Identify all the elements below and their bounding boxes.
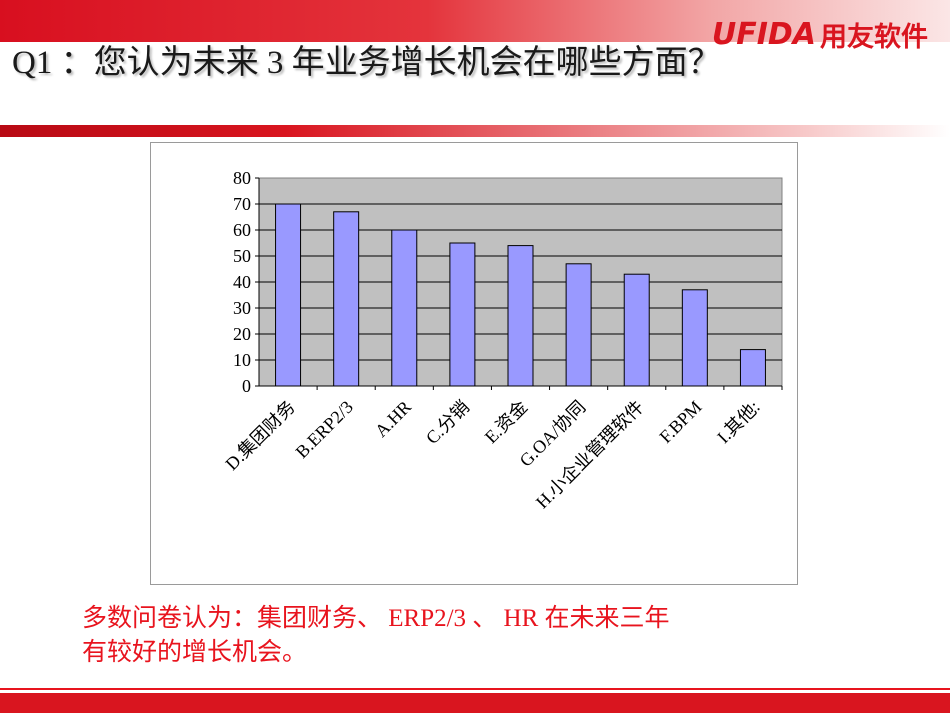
- bar: [623, 273, 650, 387]
- footer-rule: [0, 688, 950, 690]
- logo-cn: 用友软件: [820, 21, 928, 53]
- note-line-2: 有较好的增长机会。: [82, 639, 308, 666]
- y-tick-label: 10: [233, 350, 251, 370]
- x-tick-label: A.HR: [371, 397, 415, 441]
- x-tick-label: E.资金: [481, 397, 532, 448]
- ufida-logo: UFIDA 用友软件: [712, 14, 928, 54]
- title-rule: [0, 125, 950, 137]
- bar: [565, 263, 592, 387]
- conclusion-note: 多数问卷认为：集团财务、 ERP2/3 、 HR 在未来三年 有较好的增长机会。: [82, 602, 842, 670]
- bar: [275, 203, 302, 387]
- bar: [507, 245, 534, 387]
- x-tick-label: B.ERP2/3: [292, 397, 357, 462]
- y-tick-label: 80: [233, 168, 251, 188]
- chart-frame: 80 70 60 50 40 30 20 10 0 D.集团财务 B.ERP2/3 A.HR C.分销 E…: [150, 142, 798, 585]
- footer-band: [0, 693, 950, 713]
- x-tick-label: F.BPM: [655, 397, 705, 447]
- y-tick-label: 0: [242, 376, 251, 396]
- bar: [449, 242, 476, 387]
- y-tick-label: 40: [233, 272, 251, 292]
- logo-latin: UFIDA: [711, 16, 816, 52]
- bar: [391, 229, 418, 387]
- y-tick-label: 20: [233, 324, 251, 344]
- bar: [739, 349, 766, 387]
- note-line-1: 多数问卷认为：集团财务、 ERP2/3 、 HR 在未来三年: [82, 605, 670, 632]
- y-tick-label: 50: [233, 246, 251, 266]
- x-tick-label: D.集团财务: [221, 397, 298, 474]
- x-tick-label: C.分销: [422, 397, 473, 448]
- header-band: [0, 0, 950, 42]
- y-tick-label: 30: [233, 298, 251, 318]
- bar: [681, 289, 708, 387]
- x-tick-label: I.其他:: [713, 397, 764, 448]
- bar: [333, 211, 360, 387]
- y-tick-label: 60: [233, 220, 251, 240]
- x-tick-label: H.小企业管理软件: [532, 397, 648, 513]
- slide-title: Q1 ：您认为未来 3 年业务增长机会在哪些方面？: [12, 45, 721, 81]
- y-tick-label: 70: [233, 194, 251, 214]
